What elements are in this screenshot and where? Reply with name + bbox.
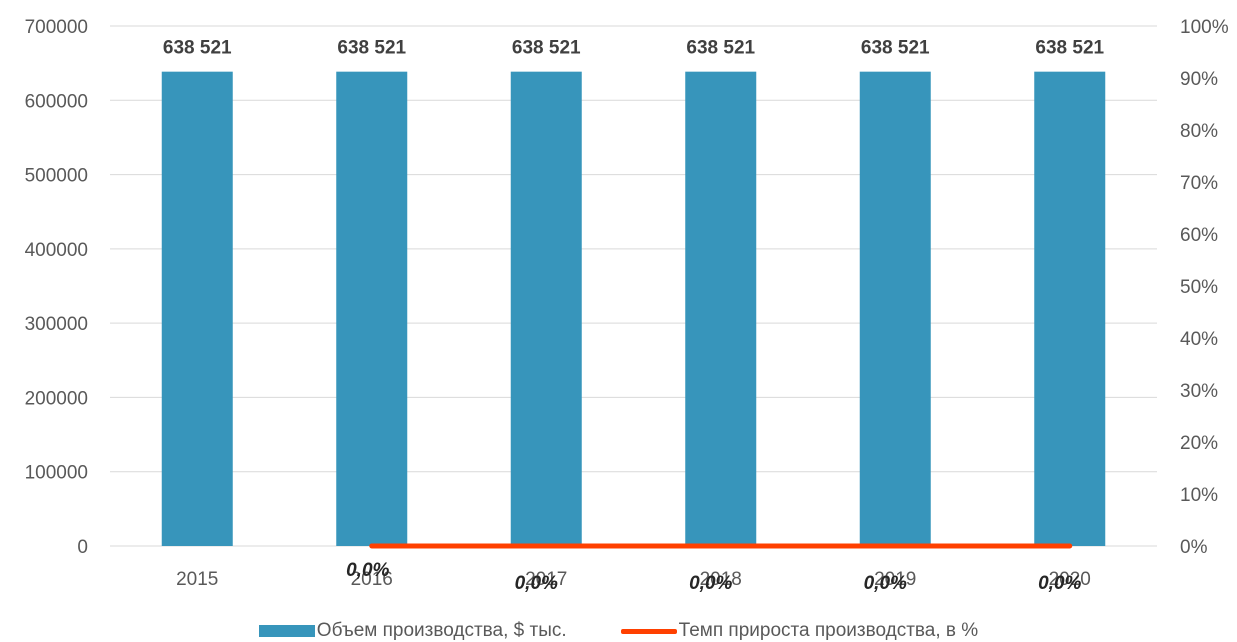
- x-tick-label: 2020: [1049, 569, 1091, 590]
- y-right-tick-label: 20%: [1180, 433, 1218, 454]
- bar-data-label: 638 521: [1035, 38, 1104, 59]
- legend-label-volume: Объем производства, $ тыс.: [316, 620, 567, 641]
- legend: Объем производства, $ тыс. Темп прироста…: [0, 619, 1237, 642]
- bar: [510, 71, 582, 547]
- x-tick-label: 2016: [351, 569, 393, 590]
- y-left-tick-label: 300000: [25, 314, 88, 335]
- y-right-tick-label: 100%: [1180, 17, 1229, 38]
- bar-data-labels: 638 521 638 521 638 521 638 521 638 521 638 5…: [163, 38, 1105, 59]
- y-left-tick-label: 0: [77, 537, 88, 558]
- y-right-tick-label: 80%: [1180, 121, 1218, 142]
- legend-swatch-bar: [258, 625, 315, 637]
- line-data-label: 0,0%: [346, 560, 389, 581]
- y-left-tick-label: 400000: [25, 240, 88, 261]
- left-axis-ticks: 0 100000 200000 300000 400000 500000 600000 700…: [25, 17, 88, 558]
- bar-data-label: 638 521: [686, 38, 755, 59]
- line-data-labels: 0,0% 0,0% 0,0% 0,0% 0,0%: [346, 560, 1081, 594]
- y-right-tick-label: 70%: [1180, 173, 1218, 194]
- y-right-tick-label: 0%: [1180, 537, 1208, 558]
- y-right-tick-label: 30%: [1180, 381, 1218, 402]
- y-left-tick-label: 600000: [25, 91, 88, 112]
- legend-label-growth: Темп прироста производства, в %: [678, 620, 979, 641]
- bar-data-label: 638 521: [512, 38, 581, 59]
- y-right-tick-label: 40%: [1180, 329, 1218, 350]
- y-right-tick-label: 90%: [1180, 69, 1218, 90]
- line-data-label: 0,0%: [515, 573, 558, 594]
- bar: [336, 71, 408, 547]
- legend-swatch-line: [620, 628, 677, 634]
- y-left-tick-label: 500000: [25, 166, 88, 187]
- bar: [1034, 71, 1106, 547]
- right-axis-ticks: 0% 10% 20% 30% 40% 50% 60% 70% 80% 90% 100%: [1180, 17, 1229, 558]
- legend-item-growth: Темп прироста производства, в %: [620, 620, 979, 642]
- y-left-tick-label: 200000: [25, 388, 88, 409]
- y-left-tick-label: 100000: [25, 463, 88, 484]
- bar-data-label: 638 521: [337, 38, 406, 59]
- legend-item-volume: Объем производства, $ тыс.: [258, 620, 567, 642]
- x-tick-label: 2018: [700, 569, 742, 590]
- y-left-tick-label: 700000: [25, 17, 88, 38]
- x-axis-ticks: 2015 2016 2017 2018 2019 2020: [176, 569, 1091, 590]
- line-data-label: 0,0%: [689, 573, 732, 594]
- x-tick-label: 2015: [176, 569, 218, 590]
- line-data-label: 0,0%: [864, 573, 907, 594]
- bar: [859, 71, 931, 547]
- x-tick-label: 2019: [874, 569, 916, 590]
- bar-data-label: 638 521: [163, 38, 232, 59]
- y-right-tick-label: 60%: [1180, 225, 1218, 246]
- line-data-label: 0,0%: [1038, 573, 1081, 594]
- y-right-tick-label: 10%: [1180, 485, 1218, 506]
- x-tick-label: 2017: [525, 569, 567, 590]
- y-right-tick-label: 50%: [1180, 277, 1218, 298]
- bar-data-label: 638 521: [861, 38, 930, 59]
- bar-series: [161, 71, 1106, 547]
- gridlines: [110, 25, 1157, 547]
- bar: [685, 71, 757, 547]
- bar: [161, 71, 233, 547]
